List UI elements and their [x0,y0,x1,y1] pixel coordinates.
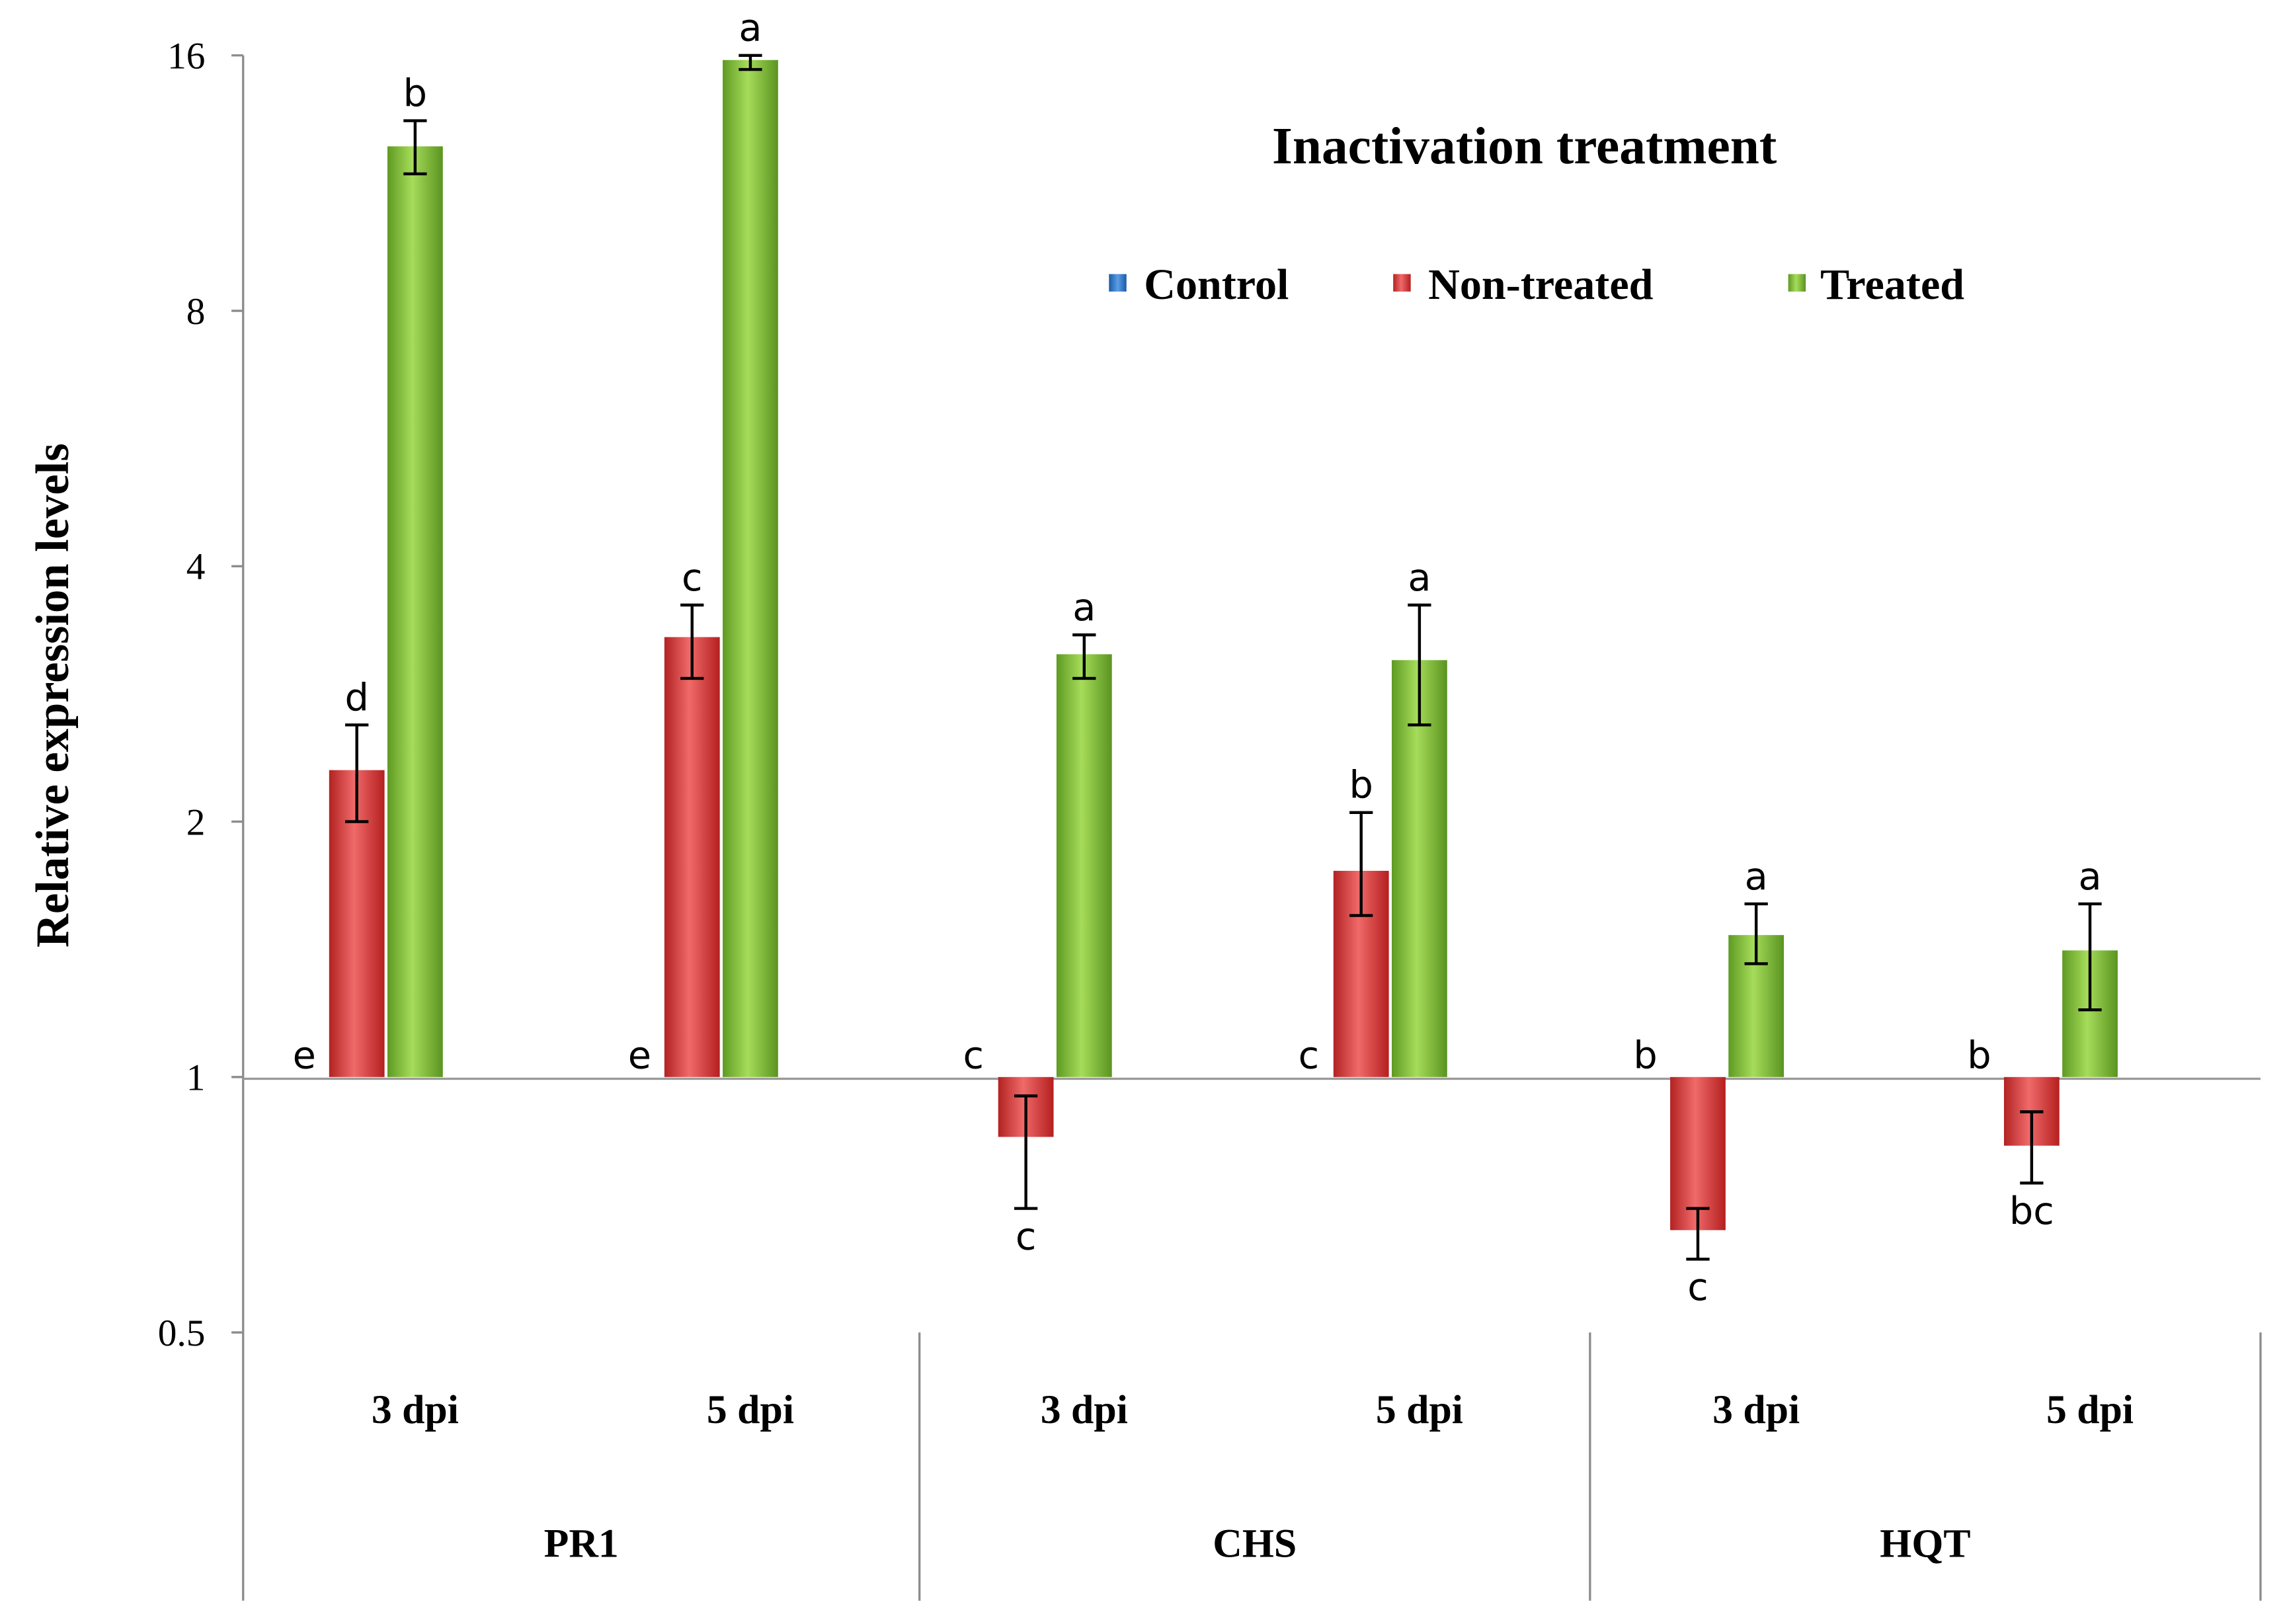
x-category-label: 3 dpi [1041,1387,1128,1432]
bar-non-treated [1670,1076,1726,1231]
bar-non-treated [664,637,720,1077]
y-tick-label: 4 [186,546,206,588]
x-category-label: 5 dpi [2046,1387,2134,1432]
significance-letter-treated: a [2078,854,2101,899]
y-tick-label: 8 [186,291,206,333]
y-tick-label: 0.5 [158,1313,206,1354]
bar-treated [387,146,443,1077]
x-group-label: HQT [1880,1522,1970,1566]
significance-letter-control: e [293,1034,316,1078]
x-group-label: CHS [1213,1522,1297,1566]
bar-treated [1056,654,1112,1077]
x-category-labels: 3 dpi 5 dpi 3 dpi 5 dpi 3 dpi 5 dpi [372,1387,2134,1432]
significance-letter-non-treated: bc [2009,1189,2054,1233]
significance-letter-control: b [1633,1034,1657,1078]
significance-letter-non-treated: d [344,675,368,719]
significance-letter-treated: b [403,71,427,116]
x-category-label: 3 dpi [372,1387,459,1432]
y-tick-label: 2 [186,801,206,843]
significance-letter-treated: a [1408,555,1431,600]
y-tick-label: 1 [186,1057,206,1099]
significance-letter-control: c [1299,1034,1320,1078]
legend-swatch-non-treated [1393,274,1411,292]
y-tick-label: 16 [167,36,205,77]
legend-swatch-treated [1788,274,1806,292]
significance-letter-non-treated: b [1349,763,1373,807]
significance-letter-control: e [628,1034,651,1078]
bar-treated [1391,660,1447,1077]
x-category-label: 5 dpi [1376,1387,1463,1432]
significance-letter-non-treated: c [682,555,703,600]
legend-swatch-control [1109,274,1127,292]
significance-letter-treated: a [1072,585,1096,629]
chart-title: Inactivation treatment [1272,117,1777,175]
significance-letter-control: c [963,1034,984,1078]
significance-letter-non-treated: c [1016,1214,1037,1258]
y-ticks: 0.5 1 2 4 8 16 [158,36,243,1354]
bar-treated [723,60,778,1077]
significance-letter-treated: a [1745,854,1768,899]
x-category-label: 3 dpi [1712,1387,1800,1432]
significance-letter-non-treated: c [1687,1265,1708,1309]
x-group-labels: PR1 CHS HQT [544,1522,1971,1566]
significance-letter-control: b [1967,1034,1991,1078]
x-group-label: PR1 [544,1522,619,1566]
x-category-label: 5 dpi [707,1387,794,1432]
significance-letter-treated: a [739,6,762,50]
legend-label-treated: Treated [1820,261,1964,309]
legend-label-non-treated: Non-treated [1428,261,1654,309]
legend-label-control: Control [1144,261,1289,309]
legend: Control Non-treated Treated [1109,261,1964,309]
y-axis-label: Relative expression levels [27,443,79,948]
